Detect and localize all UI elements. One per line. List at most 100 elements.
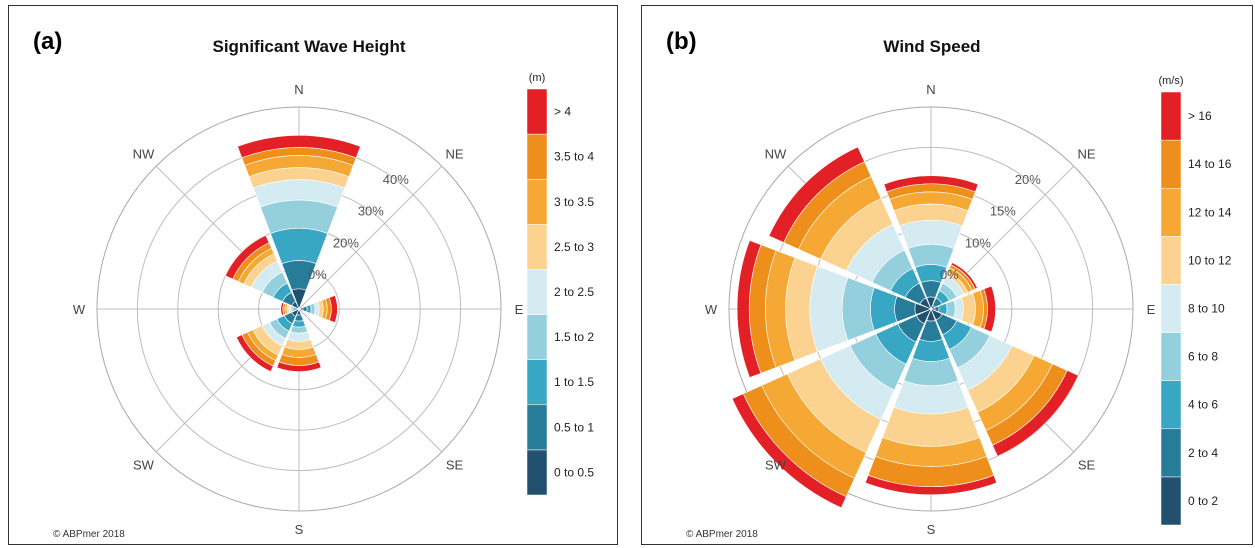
center-tick bbox=[298, 308, 303, 311]
ring-label: 20% bbox=[1015, 172, 1041, 187]
direction-label-nw: NW bbox=[765, 146, 787, 161]
sector-bar-n-8 bbox=[237, 134, 361, 159]
legend-swatch bbox=[526, 224, 548, 270]
overlay-spokes bbox=[295, 305, 303, 313]
legend-swatch bbox=[526, 178, 548, 225]
legend-label: 3.5 to 4 bbox=[554, 150, 594, 164]
grid-spoke bbox=[298, 165, 443, 310]
legend: 0 to 0.5 0.5 to 1 1 to 1.5 1.5 to 2 2 to 2.5… bbox=[526, 72, 594, 496]
direction-label-e: E bbox=[1147, 302, 1156, 317]
sector-bar-e-1 bbox=[302, 305, 308, 313]
center-tick bbox=[930, 308, 933, 313]
legend-swatch bbox=[526, 88, 548, 135]
sector-bar-s-2 bbox=[912, 338, 950, 362]
legend-label: 2 to 2.5 bbox=[554, 285, 594, 299]
sector-bar-se-8 bbox=[992, 370, 1079, 457]
direction-label-ne: NE bbox=[1078, 146, 1096, 161]
ring-label: 40% bbox=[383, 172, 409, 187]
direction-labels: N NE E SE S SW W NW bbox=[705, 82, 1156, 537]
center-tick bbox=[298, 308, 301, 313]
direction-label-e: E bbox=[515, 302, 524, 317]
direction-label-sw: SW bbox=[133, 458, 155, 473]
sector-bar-w-8 bbox=[280, 302, 285, 316]
legend-label: 1.5 to 2 bbox=[554, 330, 594, 344]
ring-label: 15% bbox=[990, 204, 1016, 219]
direction-label-nw: NW bbox=[133, 146, 155, 161]
sector-bar-n-4 bbox=[899, 219, 963, 249]
legend-label: 2 to 4 bbox=[1188, 446, 1218, 460]
sector-bar-nw-8 bbox=[768, 146, 865, 243]
legend-swatch bbox=[1160, 236, 1182, 285]
legend-label: 12 to 14 bbox=[1188, 205, 1232, 219]
center-tick bbox=[927, 307, 932, 310]
legend-swatch bbox=[526, 133, 548, 180]
legend-swatch bbox=[526, 404, 548, 451]
legend-label: > 16 bbox=[1188, 109, 1212, 123]
legend-swatch bbox=[1160, 187, 1182, 237]
sector-bar-e-4 bbox=[953, 297, 964, 321]
direction-label-s: S bbox=[295, 522, 304, 537]
panel-b: (b) Wind Speed 0% 10% 15% 20% N NE E SE S SW W NW 0 … bbox=[641, 5, 1253, 545]
legend-swatch bbox=[526, 359, 548, 406]
ring-labels: 0% 20% 30% 40% bbox=[308, 172, 409, 282]
legend-label: 0 to 2 bbox=[1188, 494, 1218, 508]
overlay-spokes bbox=[927, 305, 935, 313]
legend-label: 4 to 6 bbox=[1188, 398, 1218, 412]
center-tick bbox=[298, 305, 301, 310]
legend: 0 to 2 2 to 4 4 to 6 6 to 8 8 to 10 10 to 12 1… bbox=[1158, 75, 1232, 526]
sector-bar-e-3 bbox=[945, 300, 956, 318]
legend-label: > 4 bbox=[554, 105, 571, 119]
legend-swatch bbox=[1160, 91, 1182, 141]
sectors bbox=[224, 134, 361, 372]
direction-label-sw: SW bbox=[765, 458, 787, 473]
chart-title: Significant Wave Height bbox=[212, 37, 406, 56]
sector-bar-w-3 bbox=[841, 277, 875, 341]
sector-bar-e-8 bbox=[328, 295, 338, 323]
legend-swatch bbox=[1160, 284, 1182, 333]
sector-bar-s-3 bbox=[903, 357, 959, 387]
direction-label-w: W bbox=[705, 302, 718, 317]
direction-label-w: W bbox=[73, 302, 86, 317]
sector-bar-w-8 bbox=[736, 240, 762, 378]
sector-bar-n-2 bbox=[270, 227, 328, 265]
legend-swatch bbox=[1160, 380, 1182, 430]
center-tick bbox=[930, 307, 935, 310]
grid-spoke bbox=[298, 308, 443, 453]
sector-bar-n-3 bbox=[907, 244, 955, 268]
sector-bar-sw-8 bbox=[236, 334, 274, 372]
ring-label: 30% bbox=[358, 204, 384, 219]
center-tick bbox=[930, 305, 933, 310]
sector-bar-nw-8 bbox=[224, 234, 270, 280]
center-tick bbox=[297, 305, 300, 310]
sector-bar-e-8 bbox=[983, 285, 996, 333]
panel-label: (a) bbox=[33, 28, 63, 55]
copyright-text: © ABPmer 2018 bbox=[686, 529, 758, 540]
direction-label-se: SE bbox=[1078, 458, 1096, 473]
chart-title: Wind Speed bbox=[883, 37, 981, 56]
direction-label-se: SE bbox=[446, 458, 464, 473]
legend-label: 8 to 10 bbox=[1188, 302, 1225, 316]
ring-label: 0% bbox=[308, 267, 327, 282]
panel-label: (b) bbox=[666, 28, 697, 55]
legend-label: 6 to 8 bbox=[1188, 350, 1218, 364]
sectors bbox=[731, 146, 1079, 509]
direction-labels: N NE E SE S SW W NW bbox=[73, 82, 524, 537]
ring-labels: 0% 10% 15% 20% bbox=[940, 172, 1041, 282]
center-tick bbox=[298, 307, 303, 310]
sector-bar-s-4 bbox=[893, 380, 969, 415]
wind-speed-rose: 0% 10% 15% 20% N NE E SE S SW W NW 0 to 2 2 to 4 4 to … bbox=[705, 75, 1232, 537]
legend-unit: (m) bbox=[529, 72, 546, 84]
legend-swatch bbox=[1160, 332, 1182, 381]
legend-label: 1 to 1.5 bbox=[554, 375, 594, 389]
center-tick bbox=[930, 308, 935, 311]
center-tick bbox=[929, 308, 932, 313]
legend-swatch bbox=[1160, 428, 1182, 478]
legend-swatch bbox=[1160, 476, 1182, 526]
ring-label: 0% bbox=[940, 267, 959, 282]
panel-a: (a) Significant Wave Height 0% 20% 30% 40% N… bbox=[8, 5, 618, 545]
legend-label: 0.5 to 1 bbox=[554, 420, 594, 434]
direction-label-ne: NE bbox=[446, 146, 464, 161]
center-tick bbox=[297, 308, 300, 313]
direction-label-n: N bbox=[926, 82, 935, 97]
legend-swatch bbox=[526, 269, 548, 315]
